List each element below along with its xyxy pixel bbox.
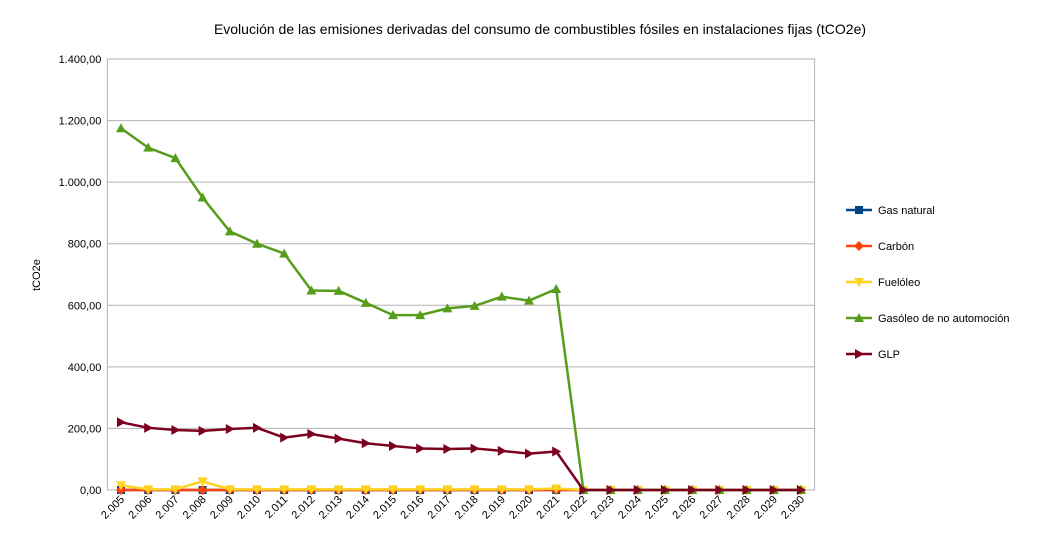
data-point — [524, 295, 534, 305]
data-point — [280, 432, 290, 443]
data-point — [224, 226, 235, 236]
data-point — [579, 485, 589, 495]
data-point — [388, 485, 398, 495]
data-point — [524, 485, 534, 495]
data-point — [143, 485, 154, 495]
legend-marker — [854, 278, 864, 287]
y-tick-label: 600,00 — [68, 300, 102, 312]
data-point — [469, 300, 480, 310]
data-point — [144, 422, 154, 433]
data-point — [496, 291, 507, 301]
data-point — [525, 448, 534, 459]
legend-marker — [854, 313, 864, 322]
data-point — [551, 283, 562, 293]
data-point — [661, 485, 670, 495]
data-point — [360, 485, 371, 495]
data-point — [171, 424, 181, 435]
data-point — [551, 484, 562, 494]
data-point — [306, 485, 317, 495]
data-point — [252, 238, 262, 248]
data-point — [496, 485, 507, 495]
data-point — [170, 153, 181, 163]
data-point — [742, 485, 752, 495]
data-point — [606, 485, 616, 495]
data-point — [688, 485, 698, 495]
data-point — [415, 485, 426, 495]
data-point — [415, 310, 426, 320]
data-point — [170, 485, 181, 495]
data-point — [333, 285, 344, 295]
legend-label: Gasóleo de no automoción — [878, 313, 1009, 325]
y-tick-label: 800,00 — [68, 239, 102, 251]
y-tick-label: 0,00 — [80, 485, 101, 497]
legend-label: GLP — [878, 349, 900, 361]
data-point — [197, 485, 208, 495]
y-tick-label: 1.400,00 — [59, 54, 102, 66]
data-point — [497, 445, 507, 456]
chart-title: Evolución de las emisiones derivadas del… — [214, 21, 866, 37]
data-point — [769, 485, 779, 495]
data-point — [715, 485, 725, 495]
data-point — [116, 123, 126, 133]
data-point — [361, 438, 371, 449]
data-point — [197, 192, 208, 202]
data-point — [279, 485, 290, 495]
data-point — [117, 417, 126, 428]
data-point — [279, 248, 290, 258]
data-point — [633, 485, 643, 495]
y-tick-label: 1.200,00 — [59, 116, 102, 128]
data-point — [224, 485, 235, 495]
data-point — [198, 425, 208, 436]
data-point — [252, 485, 262, 495]
data-point — [552, 446, 562, 457]
data-point — [442, 303, 453, 313]
legend-label: Fuelóleo — [878, 277, 920, 289]
data-point — [360, 297, 371, 307]
data-point — [116, 481, 126, 491]
legend-label: Carbón — [878, 241, 914, 253]
legend-label: Gas natural — [878, 205, 935, 217]
data-point — [307, 428, 317, 439]
data-point — [443, 444, 453, 455]
y-tick-label: 400,00 — [68, 362, 102, 374]
data-point — [143, 142, 154, 152]
data-point — [333, 485, 344, 495]
data-point — [306, 285, 317, 295]
legend-marker — [854, 241, 864, 251]
data-point — [225, 424, 235, 435]
y-tick-label: 1.000,00 — [59, 177, 102, 189]
data-point — [416, 443, 426, 454]
legend-marker — [855, 349, 864, 359]
data-point — [442, 485, 453, 495]
legend-marker — [855, 206, 863, 214]
data-point — [253, 422, 262, 433]
y-tick-label: 200,00 — [68, 423, 102, 435]
data-point — [389, 440, 398, 451]
data-point — [470, 443, 480, 454]
data-point — [797, 485, 806, 495]
data-point — [388, 310, 398, 320]
data-point — [334, 433, 344, 444]
data-point — [197, 477, 208, 487]
y-axis-label: tCO2e — [31, 259, 43, 291]
data-point — [469, 485, 480, 495]
